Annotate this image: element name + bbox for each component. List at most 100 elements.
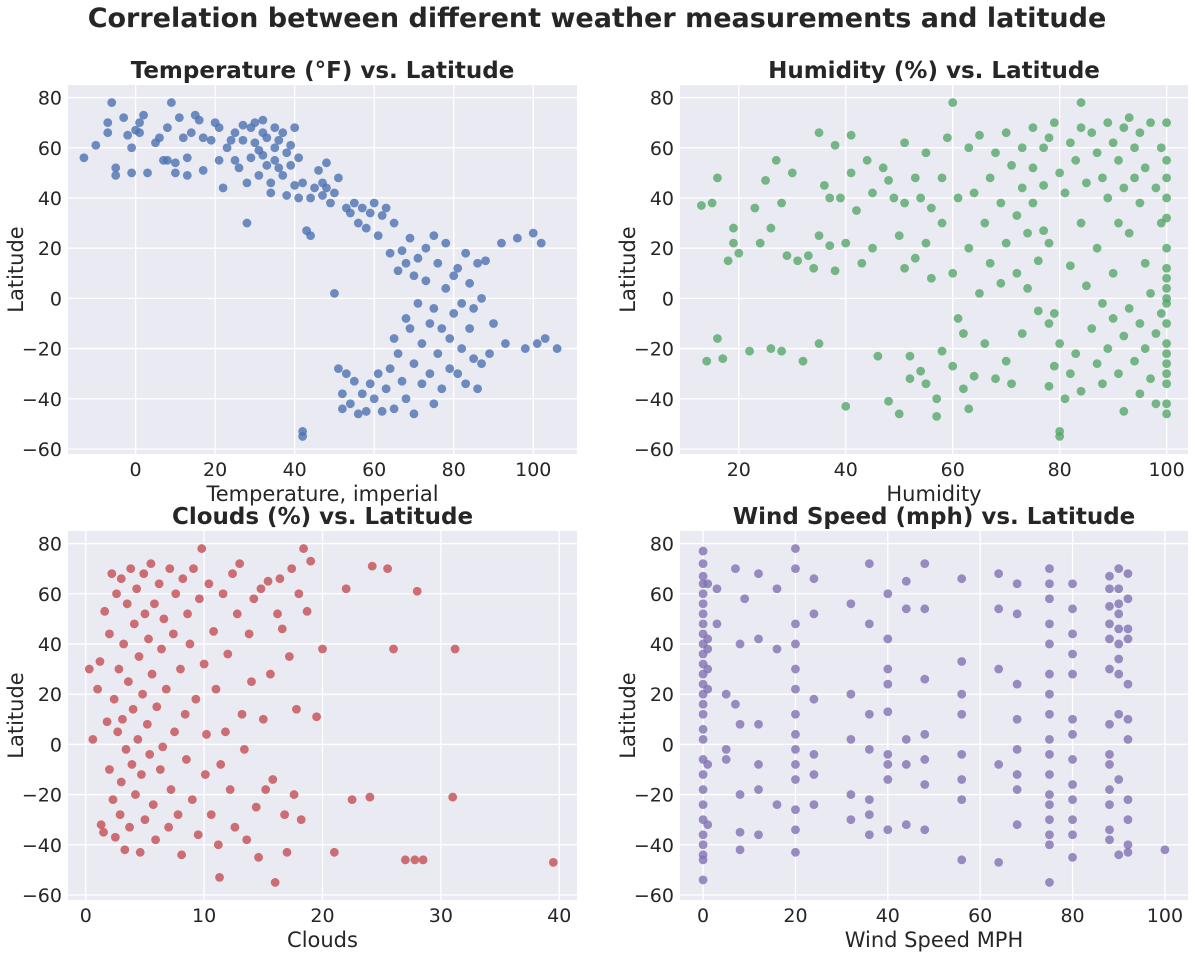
- clouds-point: [181, 755, 191, 764]
- humidity-point: [1087, 128, 1097, 138]
- clouds-panel: 0 10 20 30 40 −60 −40 −20 0 20 40 60 80 Clouds (%) …: [4, 504, 577, 952]
- temperature-point: [417, 339, 427, 348]
- wind-point: [1105, 750, 1114, 759]
- temperature-point: [282, 148, 292, 158]
- clouds-point: [142, 719, 152, 729]
- temperature-y-tick-label: 20: [38, 238, 62, 260]
- clouds-point: [239, 744, 249, 754]
- humidity-point: [1039, 143, 1049, 153]
- humidity-point: [948, 268, 958, 278]
- temperature-point: [453, 369, 463, 379]
- humidity-point: [782, 251, 792, 261]
- humidity-point: [841, 401, 851, 411]
- humidity-point: [889, 193, 899, 203]
- wind-point: [920, 729, 930, 739]
- temperature-plot-area: [68, 85, 577, 454]
- clouds-point: [125, 822, 134, 832]
- wind-point: [791, 775, 800, 784]
- wind-point: [1105, 835, 1114, 845]
- wind-point: [994, 569, 1004, 579]
- wind-point: [920, 780, 930, 789]
- wind-point: [1114, 584, 1124, 594]
- humidity-point: [777, 198, 786, 208]
- wind-point: [864, 810, 874, 820]
- temperature-y-tick-label: −60: [22, 439, 62, 461]
- temperature-point: [274, 135, 284, 145]
- humidity-point: [1151, 399, 1161, 409]
- humidity-point: [1108, 268, 1118, 278]
- clouds-point: [302, 606, 312, 616]
- humidity-x-tick-label: 80: [1048, 459, 1072, 481]
- clouds-point: [114, 664, 124, 674]
- humidity-point: [900, 138, 909, 148]
- wind-x-tick-label: 0: [697, 905, 709, 927]
- humidity-point: [793, 256, 803, 266]
- wind-point: [1068, 755, 1077, 764]
- clouds-point: [161, 684, 171, 694]
- clouds-point: [211, 684, 221, 694]
- wind-point: [703, 664, 713, 674]
- wind-point: [1045, 790, 1054, 799]
- temperature-point: [330, 288, 339, 298]
- temperature-point: [127, 143, 137, 153]
- wind-point: [883, 707, 893, 717]
- temperature-point: [409, 271, 419, 281]
- clouds-point: [157, 644, 166, 654]
- temperature-point: [381, 384, 391, 394]
- humidity-point: [1103, 118, 1113, 128]
- clouds-point: [232, 609, 242, 619]
- temperature-y-tick-label: 80: [38, 88, 62, 110]
- humidity-point: [745, 346, 754, 356]
- wind-point: [1012, 609, 1022, 619]
- clouds-point: [389, 644, 398, 654]
- temperature-point: [238, 135, 248, 145]
- humidity-point: [707, 198, 717, 208]
- humidity-point: [1065, 138, 1075, 148]
- humidity-point: [1151, 183, 1161, 193]
- wind-point: [1045, 750, 1054, 759]
- temperature-point: [489, 319, 498, 328]
- humidity-point: [734, 248, 744, 258]
- clouds-point: [140, 815, 150, 825]
- humidity-point: [996, 278, 1006, 288]
- humidity-point: [1156, 309, 1166, 318]
- humidity-point: [1001, 356, 1011, 366]
- humidity-point: [1007, 379, 1016, 389]
- temperature-point: [397, 376, 407, 386]
- wind-point: [698, 734, 708, 744]
- temperature-point: [306, 193, 315, 203]
- humidity-point: [985, 258, 995, 268]
- wind-point: [846, 689, 856, 699]
- temperature-point: [465, 278, 475, 288]
- clouds-y-label: Latitude: [4, 672, 28, 758]
- temperature-point: [425, 319, 435, 328]
- humidity-point: [825, 241, 835, 251]
- wind-point: [791, 564, 800, 574]
- temperature-point: [365, 208, 375, 218]
- humidity-point: [932, 411, 942, 421]
- clouds-point: [230, 822, 240, 832]
- clouds-point: [347, 795, 357, 804]
- clouds-point: [287, 564, 297, 574]
- wind-point: [1012, 785, 1022, 794]
- temperature-point: [369, 198, 379, 208]
- temperature-point: [437, 324, 447, 333]
- humidity-point: [953, 193, 963, 203]
- humidity-point: [921, 379, 931, 389]
- clouds-point: [116, 777, 126, 787]
- clouds-point: [225, 785, 235, 794]
- humidity-point: [1162, 409, 1172, 419]
- clouds-point: [263, 576, 273, 586]
- wind-point: [864, 709, 874, 719]
- clouds-point: [96, 820, 106, 830]
- clouds-point: [150, 599, 159, 609]
- temperature-point: [330, 188, 339, 198]
- wind-point: [1045, 840, 1054, 850]
- temperature-y-tick-label: 40: [38, 188, 62, 210]
- wind-point: [957, 574, 967, 584]
- humidity-point: [814, 231, 824, 241]
- wind-point: [1123, 840, 1133, 850]
- humidity-point: [1135, 319, 1145, 328]
- temperature-point: [441, 283, 451, 293]
- temperature-point: [413, 298, 423, 308]
